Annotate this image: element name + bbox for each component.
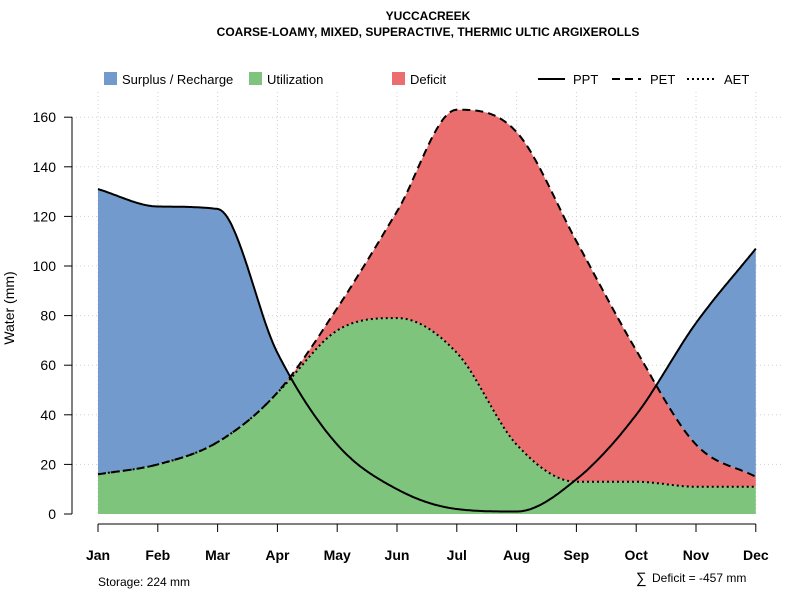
- x-tick-label-sep: Sep: [564, 547, 590, 563]
- storage-note: Storage: 224 mm: [98, 575, 190, 589]
- y-tick-label-160: 160: [33, 109, 57, 125]
- legend-label-surplus: Surplus / Recharge: [122, 72, 233, 87]
- y-tick-label-100: 100: [33, 258, 57, 274]
- deficit-area: [98, 109, 756, 487]
- x-tick-label-mar: Mar: [205, 547, 230, 563]
- legend-label-aet: AET: [724, 72, 749, 87]
- x-tick-label-apr: Apr: [265, 547, 290, 563]
- x-tick-label-feb: Feb: [145, 547, 170, 563]
- deficit-note: Deficit = -457 mm: [652, 571, 746, 585]
- legend-swatch-utilization: [249, 72, 262, 85]
- x-tick-label-jan: Jan: [86, 547, 110, 563]
- x-tick-label-jul: Jul: [447, 547, 467, 563]
- ppt-line: [97, 188, 757, 513]
- x-tick-label-jun: Jun: [385, 547, 410, 563]
- legend-label-ppt: PPT: [573, 72, 598, 87]
- legend-swatch-deficit: [392, 72, 405, 85]
- y-tick-label-140: 140: [33, 159, 57, 175]
- chart-subtitle: COARSE-LOAMY, MIXED, SUPERACTIVE, THERMI…: [217, 25, 640, 39]
- legend-swatch-surplus: [104, 72, 117, 85]
- y-tick-label-120: 120: [33, 208, 57, 224]
- x-tick-label-oct: Oct: [625, 547, 649, 563]
- x-tick-label-aug: Aug: [503, 547, 530, 563]
- legend-label-utilization: Utilization: [267, 72, 323, 87]
- x-tick-label-dec: Dec: [743, 547, 769, 563]
- pet-line: [97, 108, 757, 478]
- y-tick-label-0: 0: [48, 506, 56, 522]
- y-tick-label-40: 40: [40, 407, 56, 423]
- lines: [97, 108, 757, 513]
- legend-label-deficit: Deficit: [410, 72, 447, 87]
- x-tick-label-nov: Nov: [683, 547, 710, 563]
- chart-title: YUCCACREEK: [386, 9, 471, 23]
- legend-label-pet: PET: [650, 72, 675, 87]
- areas: [98, 109, 756, 514]
- deficit-sum-symbol: ∑: [636, 570, 647, 587]
- axes: 0 20 40 60 80 100 120 140 160 Jan Feb Mar Apr May Jun J…: [33, 109, 769, 563]
- x-tick-label-may: May: [324, 547, 351, 563]
- y-axis-label: Water (mm): [1, 271, 17, 344]
- surplus-recharge-area: [98, 109, 756, 477]
- utilization-area: [98, 318, 756, 514]
- y-tick-label-20: 20: [40, 456, 56, 472]
- y-tick-label-60: 60: [40, 357, 56, 373]
- y-tick-label-80: 80: [40, 308, 56, 324]
- legend: Surplus / Recharge Utilization Deficit P…: [104, 72, 749, 87]
